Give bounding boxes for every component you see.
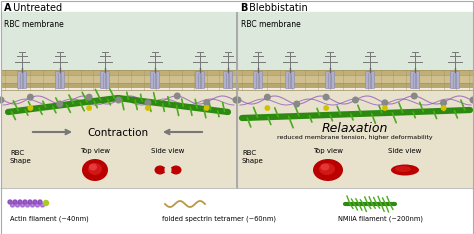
Text: Relaxation: Relaxation <box>322 121 388 135</box>
Circle shape <box>235 97 241 103</box>
Circle shape <box>233 97 239 103</box>
Circle shape <box>87 106 91 110</box>
FancyBboxPatch shape <box>285 72 294 88</box>
Text: A: A <box>4 3 11 13</box>
Bar <box>1 90 236 188</box>
FancyBboxPatch shape <box>224 72 233 88</box>
Bar <box>160 167 176 173</box>
Circle shape <box>146 106 150 110</box>
FancyBboxPatch shape <box>18 72 27 88</box>
Circle shape <box>383 106 387 110</box>
Circle shape <box>44 201 48 205</box>
Circle shape <box>116 97 121 103</box>
Text: B: B <box>240 3 247 13</box>
Ellipse shape <box>395 166 411 172</box>
Bar <box>1 83 236 88</box>
FancyBboxPatch shape <box>365 72 374 88</box>
Circle shape <box>40 203 45 207</box>
Ellipse shape <box>89 164 97 171</box>
Bar <box>238 83 473 88</box>
Circle shape <box>33 200 37 204</box>
Circle shape <box>27 94 33 100</box>
Circle shape <box>265 106 270 110</box>
Circle shape <box>18 200 22 204</box>
Text: RBC membrane: RBC membrane <box>4 20 64 29</box>
Circle shape <box>30 203 35 207</box>
Circle shape <box>36 203 39 207</box>
Bar <box>1 70 236 75</box>
FancyBboxPatch shape <box>100 72 109 88</box>
Circle shape <box>23 200 27 204</box>
FancyBboxPatch shape <box>55 72 64 88</box>
Text: Untreated: Untreated <box>10 3 62 13</box>
Ellipse shape <box>313 159 343 181</box>
FancyBboxPatch shape <box>195 72 204 88</box>
Text: RBC
Shape: RBC Shape <box>10 150 32 164</box>
Circle shape <box>204 100 210 106</box>
Circle shape <box>20 203 25 207</box>
Circle shape <box>353 97 358 103</box>
Bar <box>238 12 473 70</box>
Text: RBC membrane: RBC membrane <box>241 20 301 29</box>
Circle shape <box>8 200 12 204</box>
Ellipse shape <box>164 164 172 176</box>
Text: folded spectrin tetramer (~60nm): folded spectrin tetramer (~60nm) <box>162 215 276 222</box>
Circle shape <box>324 106 328 110</box>
Text: Blebbistatin: Blebbistatin <box>246 3 308 13</box>
Text: Top view: Top view <box>313 148 343 154</box>
Text: RBC
Shape: RBC Shape <box>242 150 264 164</box>
Circle shape <box>16 203 19 207</box>
Circle shape <box>57 101 63 107</box>
Bar <box>1 75 236 83</box>
Circle shape <box>86 94 92 100</box>
Text: Top view: Top view <box>80 148 110 154</box>
Circle shape <box>264 94 270 100</box>
Circle shape <box>26 203 29 207</box>
Circle shape <box>28 200 32 204</box>
FancyBboxPatch shape <box>151 72 159 88</box>
Ellipse shape <box>171 165 182 175</box>
Circle shape <box>10 203 15 207</box>
Text: Contraction: Contraction <box>87 128 148 138</box>
Bar <box>238 70 473 75</box>
Ellipse shape <box>155 165 165 175</box>
Circle shape <box>441 106 446 110</box>
Bar <box>238 90 473 188</box>
Bar <box>238 75 473 83</box>
Circle shape <box>38 200 42 204</box>
FancyBboxPatch shape <box>254 72 263 88</box>
Text: NMIIA filament (~200nm): NMIIA filament (~200nm) <box>338 215 423 222</box>
Ellipse shape <box>82 159 108 181</box>
Circle shape <box>411 93 417 99</box>
Circle shape <box>382 100 388 106</box>
Ellipse shape <box>319 163 335 175</box>
Circle shape <box>0 97 4 103</box>
Bar <box>1 12 236 70</box>
Ellipse shape <box>320 164 329 171</box>
Text: reduced membrane tension, higher deformability: reduced membrane tension, higher deforma… <box>277 135 433 140</box>
FancyBboxPatch shape <box>326 72 335 88</box>
FancyBboxPatch shape <box>450 72 459 88</box>
FancyBboxPatch shape <box>410 72 419 88</box>
Ellipse shape <box>391 165 419 176</box>
Bar <box>238 12 473 188</box>
Bar <box>1 12 236 188</box>
Circle shape <box>470 97 474 103</box>
Circle shape <box>294 101 300 107</box>
Text: Side view: Side view <box>151 148 185 154</box>
Circle shape <box>204 106 209 110</box>
Ellipse shape <box>88 163 102 175</box>
Circle shape <box>145 100 151 106</box>
Circle shape <box>323 94 329 100</box>
Text: Actin filament (~40nm): Actin filament (~40nm) <box>10 215 89 222</box>
Circle shape <box>28 106 33 110</box>
Circle shape <box>441 100 447 106</box>
Text: Side view: Side view <box>388 148 422 154</box>
Circle shape <box>174 93 180 99</box>
Circle shape <box>13 200 17 204</box>
